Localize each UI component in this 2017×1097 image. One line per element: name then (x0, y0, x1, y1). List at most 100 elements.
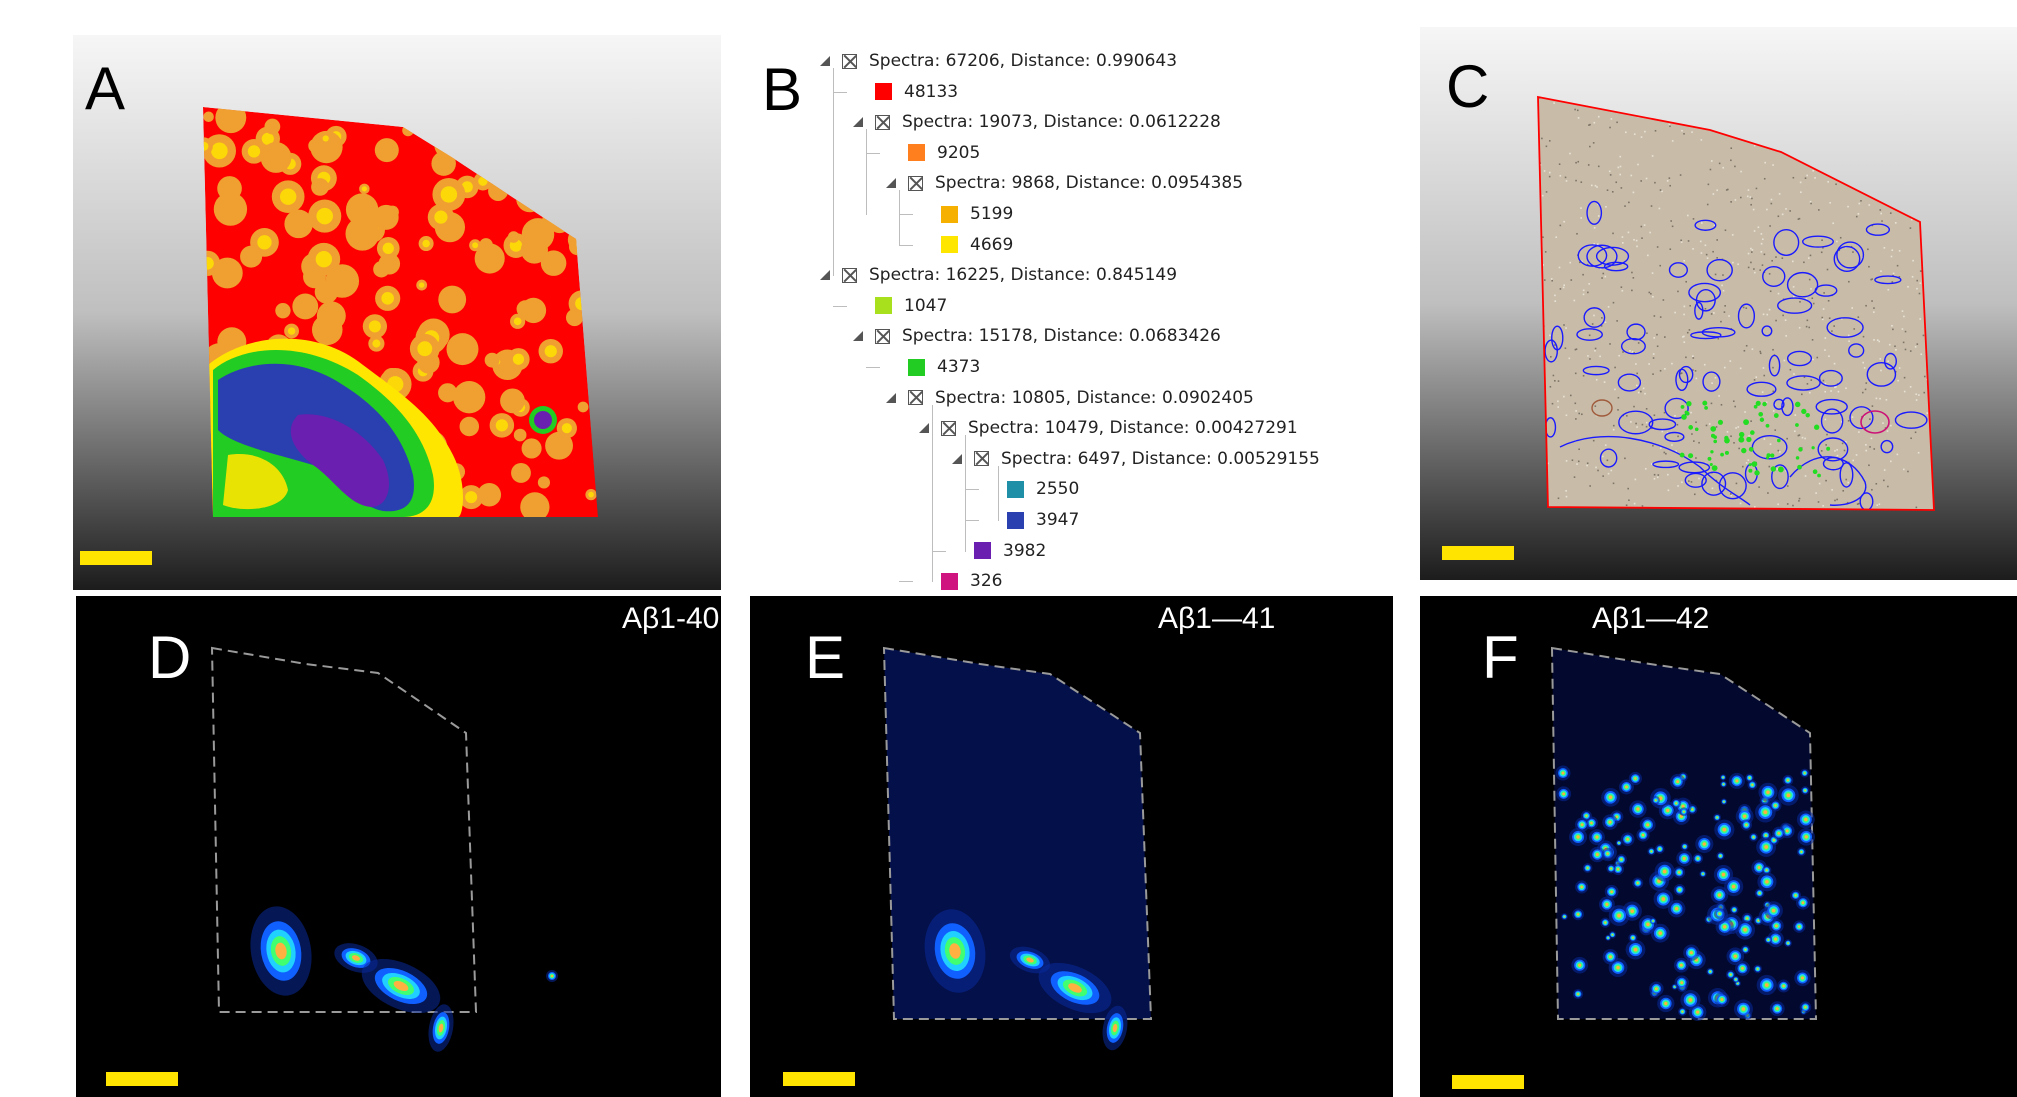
tree-node[interactable]: Spectra: 19073, Distance: 0.0612228 (853, 107, 1221, 137)
intensity-hotspot (1636, 828, 1650, 842)
intensity-hotspot (1572, 988, 1584, 1000)
intensity-hotspot (1628, 771, 1642, 786)
tree-leaf[interactable]: 1047 (875, 291, 947, 321)
panel-c-letter: C (1446, 53, 1490, 120)
tree-label: 4373 (937, 357, 981, 377)
intensity-hotspot (1769, 799, 1782, 812)
tree-node[interactable]: Spectra: 10479, Distance: 0.00427291 (919, 413, 1298, 443)
tree-leaf[interactable]: 4669 (941, 230, 1013, 260)
intensity-hotspot (1699, 870, 1707, 878)
intensity-hotspot (1615, 853, 1627, 866)
intensity-hotspot (1735, 960, 1750, 976)
tree-label: 2550 (1036, 479, 1080, 500)
checkbox-icon[interactable] (908, 175, 923, 191)
tree-label: Spectra: 67206, Distance: 0.990643 (869, 51, 1178, 71)
intensity-hotspot (1764, 935, 1773, 944)
cluster-color-swatch (941, 236, 958, 254)
tree-leaf[interactable]: 5199 (941, 199, 1013, 229)
checkbox-icon[interactable] (974, 451, 989, 467)
tree-label: 1047 (904, 295, 948, 316)
collapse-triangle-icon[interactable] (919, 423, 929, 434)
collapse-triangle-icon[interactable] (820, 56, 830, 66)
scale-bar (783, 1072, 855, 1086)
intensity-hotspot (1608, 905, 1630, 927)
checkbox-icon[interactable] (875, 114, 890, 130)
intensity-hotspot (1720, 798, 1728, 805)
intensity-hotspot (1574, 817, 1590, 832)
panel-a-segmentation-map: A (73, 35, 721, 590)
tree-node[interactable]: Spectra: 6497, Distance: 0.00529155 (952, 444, 1320, 474)
tree-guide-line (899, 190, 900, 246)
collapse-triangle-icon[interactable] (886, 392, 896, 403)
cluster-color-swatch (941, 572, 958, 590)
collapse-triangle-icon[interactable] (853, 117, 863, 128)
intensity-hotspot (1555, 765, 1571, 781)
intensity-hotspot (1589, 846, 1606, 863)
collapse-triangle-icon[interactable] (853, 331, 863, 342)
checkbox-icon[interactable] (875, 328, 890, 344)
intensity-hotspot (1009, 946, 1051, 974)
tree-leaf[interactable]: 4373 (908, 352, 980, 382)
collapse-triangle-icon[interactable] (820, 270, 830, 281)
tree-leaf[interactable]: 326 (941, 566, 1002, 590)
tree-node[interactable]: Spectra: 16225, Distance: 0.845149 (820, 260, 1177, 290)
tree-label: Spectra: 6497, Distance: 0.00529155 (1001, 448, 1320, 469)
panel-e-ion-image: E Aβ1—41 (750, 596, 1393, 1097)
intensity-hotspot (1796, 895, 1810, 910)
scale-bar (1442, 546, 1514, 560)
intensity-hotspot (1720, 780, 1727, 788)
tissue-outline-dashed (882, 646, 1153, 1020)
tree-connector (965, 489, 979, 491)
tissue-outline (1537, 95, 1935, 511)
intensity-hotspot (1782, 774, 1794, 786)
tree-leaf[interactable]: 3982 (974, 536, 1046, 566)
intensity-hotspot (428, 1004, 454, 1052)
tree-connector (833, 91, 847, 93)
segmentation-map (203, 107, 598, 517)
tree-leaf[interactable]: 9205 (908, 138, 980, 168)
panel-c-contour-overlay: C (1420, 27, 2017, 580)
tree-node[interactable]: Spectra: 9868, Distance: 0.0954385 (886, 168, 1243, 198)
checkbox-icon[interactable] (908, 390, 923, 406)
intensity-hotspot (1674, 975, 1690, 990)
checkbox-icon[interactable] (842, 267, 857, 283)
intensity-hotspot (1571, 956, 1589, 974)
tree-node[interactable]: Spectra: 10805, Distance: 0.0902405 (886, 383, 1254, 413)
intensity-hotspot (1673, 883, 1686, 896)
intensity-hotspot (1676, 850, 1693, 867)
cluster-color-swatch (875, 83, 892, 101)
checkbox-icon[interactable] (941, 420, 956, 436)
intensity-hotspot (1615, 839, 1623, 847)
intensity-hotspot (1602, 814, 1618, 830)
tree-node[interactable]: Spectra: 15178, Distance: 0.0683426 (853, 321, 1221, 351)
intensity-hotspot (1778, 784, 1799, 806)
intensity-hotspot (1728, 772, 1745, 789)
intensity-hotspot (1601, 847, 1614, 860)
collapse-triangle-icon[interactable] (886, 178, 896, 189)
intensity-hotspot (1608, 958, 1628, 978)
intensity-hotspot (1556, 786, 1572, 802)
scale-bar (1452, 1075, 1524, 1089)
intensity-hotspot (1713, 864, 1734, 885)
tree-leaf[interactable]: 48133 (875, 77, 958, 107)
intensity-hotspot (1673, 957, 1689, 973)
panel-d-ion-image: D Aβ1-40 (76, 596, 721, 1097)
tree-guide-line (833, 68, 834, 277)
intensity-hotspot (1714, 991, 1730, 1008)
intensity-hotspot (1606, 863, 1616, 874)
collapse-triangle-icon[interactable] (952, 453, 962, 464)
tree-leaf[interactable]: 2550 (1007, 474, 1079, 504)
intensity-hotspot (1669, 773, 1686, 790)
intensity-hotspot (1560, 913, 1568, 921)
ion-intensity-image (210, 646, 558, 1052)
tissue-contour-image (1537, 95, 1935, 511)
tree-node[interactable]: Spectra: 67206, Distance: 0.990643 (820, 46, 1177, 76)
panel-b-letter: B (762, 56, 803, 123)
checkbox-icon[interactable] (842, 53, 857, 69)
tree-leaf[interactable]: 3947 (1007, 505, 1079, 535)
intensity-hotspot (1654, 844, 1665, 854)
intensity-hotspot (1710, 886, 1729, 904)
intensity-hotspot (1600, 917, 1611, 928)
intensity-hotspot (1688, 1003, 1707, 1021)
tissue-outline-dashed (1550, 646, 1818, 1020)
